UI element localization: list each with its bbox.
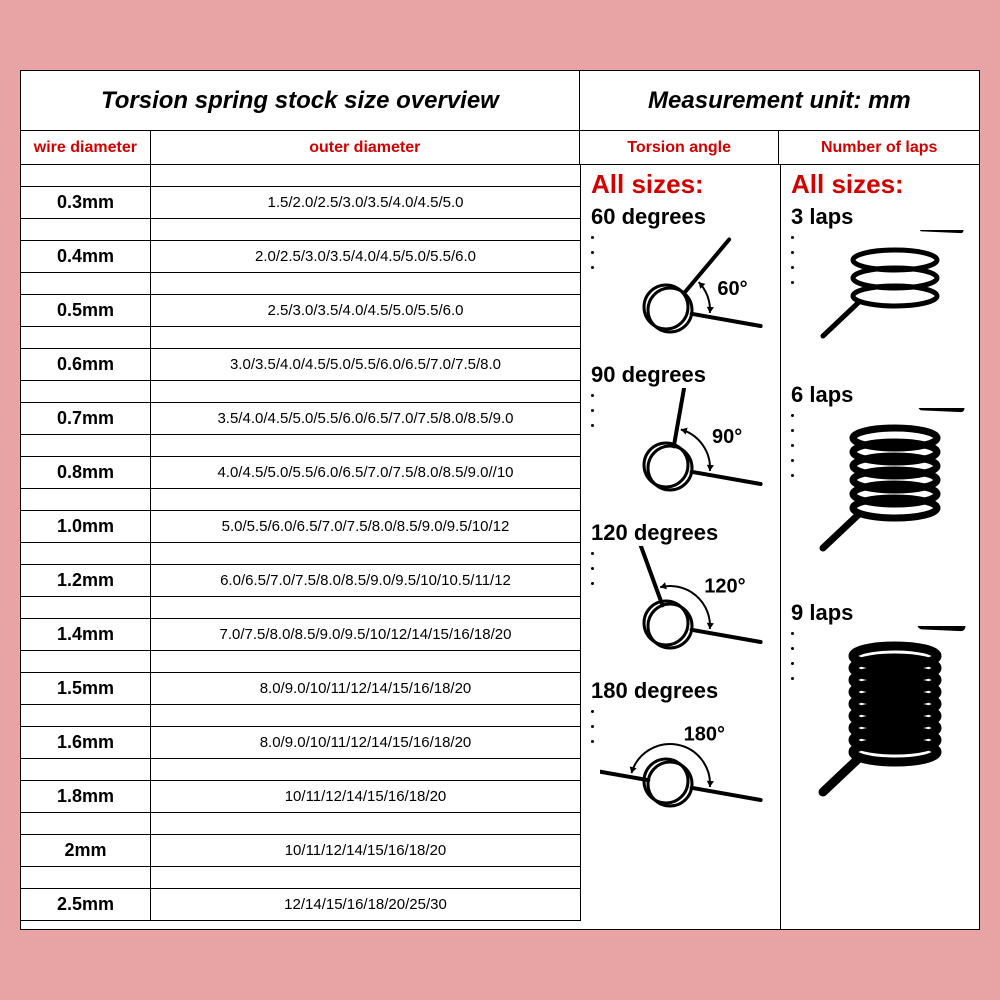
cell-wire-diameter: 2mm xyxy=(21,835,151,866)
title-row: Torsion spring stock size overview Measu… xyxy=(21,71,979,131)
header-number-of-laps: Number of laps xyxy=(779,131,979,164)
table-row: 1.6mm8.0/9.0/10/11/12/14/15/16/18/20 xyxy=(21,727,581,759)
cell-outer-diameter: 10/11/12/14/15/16/18/20 xyxy=(151,835,581,866)
spring-spec-sheet: Torsion spring stock size overview Measu… xyxy=(20,70,980,930)
table-row: 1.2mm6.0/6.5/7.0/7.5/8.0/8.5/9.0/9.5/10/… xyxy=(21,565,581,597)
cell-wire-diameter: 0.8mm xyxy=(21,457,151,488)
torsion-angle-label: 90 degrees xyxy=(591,362,774,388)
size-table: 0.3mm1.5/2.0/2.5/3.0/3.5/4.0/4.5/5.00.4m… xyxy=(21,165,581,929)
cell-outer-diameter: 6.0/6.5/7.0/7.5/8.0/8.5/9.0/9.5/10/10.5/… xyxy=(151,565,581,596)
right-pane: All sizes: 60 degrees 60° 90 degrees 90° 120 … xyxy=(581,165,981,929)
cell-outer-diameter: 8.0/9.0/10/11/12/14/15/16/18/20 xyxy=(151,673,581,704)
laps-label: 3 laps xyxy=(791,204,975,230)
table-row: 0.5mm2.5/3.0/3.5/4.0/4.5/5.0/5.5/6.0 xyxy=(21,295,581,327)
torsion-diagram: 90° xyxy=(591,388,774,518)
cell-outer-diameter: 2.0/2.5/3.0/3.5/4.0/4.5/5.0/5.5/6.0 xyxy=(151,241,581,272)
table-row: 2.5mm12/14/15/16/18/20/25/30 xyxy=(21,889,581,921)
table-row: 2mm10/11/12/14/15/16/18/20 xyxy=(21,835,581,867)
laps-diagram xyxy=(791,230,975,380)
torsion-diagram: 60° xyxy=(591,230,774,360)
cell-outer-diameter: 5.0/5.5/6.0/6.5/7.0/7.5/8.0/8.5/9.0/9.5/… xyxy=(151,511,581,542)
torsion-all-sizes: All sizes: xyxy=(591,169,774,200)
cell-outer-diameter: 1.5/2.0/2.5/3.0/3.5/4.0/4.5/5.0 xyxy=(151,187,581,218)
cell-outer-diameter: 12/14/15/16/18/20/25/30 xyxy=(151,889,581,920)
title-unit: Measurement unit: mm xyxy=(580,71,979,130)
torsion-spring-icon: 60° xyxy=(600,230,780,360)
cell-outer-diameter: 7.0/7.5/8.0/8.5/9.0/9.5/10/12/14/15/16/1… xyxy=(151,619,581,650)
svg-text:180°: 180° xyxy=(684,724,725,746)
cell-wire-diameter: 0.7mm xyxy=(21,403,151,434)
header-torsion-angle: Torsion angle xyxy=(580,131,780,164)
cell-wire-diameter: 2.5mm xyxy=(21,889,151,920)
torsion-angle-label: 60 degrees xyxy=(591,204,774,230)
cell-outer-diameter: 4.0/4.5/5.0/5.5/6.0/6.5/7.0/7.5/8.0/8.5/… xyxy=(151,457,581,488)
column-headers: wire diameter outer diameter Torsion ang… xyxy=(21,131,979,165)
torsion-angle-label: 120 degrees xyxy=(591,520,774,546)
cell-wire-diameter: 0.3mm xyxy=(21,187,151,218)
header-outer-diameter: outer diameter xyxy=(151,131,580,164)
laps-diagram xyxy=(791,626,975,856)
cell-wire-diameter: 1.5mm xyxy=(21,673,151,704)
body: 0.3mm1.5/2.0/2.5/3.0/3.5/4.0/4.5/5.00.4m… xyxy=(21,165,979,929)
cell-wire-diameter: 0.4mm xyxy=(21,241,151,272)
title-overview: Torsion spring stock size overview xyxy=(21,71,580,130)
torsion-angle-label: 180 degrees xyxy=(591,678,774,704)
cell-wire-diameter: 1.8mm xyxy=(21,781,151,812)
table-row: 0.3mm1.5/2.0/2.5/3.0/3.5/4.0/4.5/5.0 xyxy=(21,187,581,219)
laps-column: All sizes: 3 laps 6 laps 9 laps xyxy=(781,165,981,929)
cell-outer-diameter: 3.0/3.5/4.0/4.5/5.0/5.5/6.0/6.5/7.0/7.5/… xyxy=(151,349,581,380)
coil-spring-icon xyxy=(800,626,980,856)
cell-outer-diameter: 3.5/4.0/4.5/5.0/5.5/6.0/6.5/7.0/7.5/8.0/… xyxy=(151,403,581,434)
table-row: 1.5mm8.0/9.0/10/11/12/14/15/16/18/20 xyxy=(21,673,581,705)
cell-wire-diameter: 1.2mm xyxy=(21,565,151,596)
torsion-spring-icon: 180° xyxy=(600,704,780,834)
torsion-column: All sizes: 60 degrees 60° 90 degrees 90° 120 … xyxy=(581,165,781,929)
laps-diagram xyxy=(791,408,975,598)
torsion-diagram: 120° xyxy=(591,546,774,676)
table-row: 1.4mm7.0/7.5/8.0/8.5/9.0/9.5/10/12/14/15… xyxy=(21,619,581,651)
table-row: 0.6mm3.0/3.5/4.0/4.5/5.0/5.5/6.0/6.5/7.0… xyxy=(21,349,581,381)
cell-outer-diameter: 2.5/3.0/3.5/4.0/4.5/5.0/5.5/6.0 xyxy=(151,295,581,326)
cell-wire-diameter: 1.6mm xyxy=(21,727,151,758)
torsion-spring-icon: 120° xyxy=(600,546,780,676)
laps-label: 9 laps xyxy=(791,600,975,626)
cell-outer-diameter: 8.0/9.0/10/11/12/14/15/16/18/20 xyxy=(151,727,581,758)
coil-spring-icon xyxy=(800,408,980,598)
svg-text:120°: 120° xyxy=(704,575,745,597)
laps-all-sizes: All sizes: xyxy=(791,169,975,200)
cell-wire-diameter: 1.0mm xyxy=(21,511,151,542)
header-wire-diameter: wire diameter xyxy=(21,131,151,164)
table-row: 1.0mm5.0/5.5/6.0/6.5/7.0/7.5/8.0/8.5/9.0… xyxy=(21,511,581,543)
svg-text:60°: 60° xyxy=(717,278,747,300)
coil-spring-icon xyxy=(800,230,980,380)
cell-wire-diameter: 1.4mm xyxy=(21,619,151,650)
table-row: 0.8mm4.0/4.5/5.0/5.5/6.0/6.5/7.0/7.5/8.0… xyxy=(21,457,581,489)
cell-wire-diameter: 0.6mm xyxy=(21,349,151,380)
cell-outer-diameter: 10/11/12/14/15/16/18/20 xyxy=(151,781,581,812)
cell-wire-diameter: 0.5mm xyxy=(21,295,151,326)
table-row: 1.8mm10/11/12/14/15/16/18/20 xyxy=(21,781,581,813)
table-row: 0.7mm3.5/4.0/4.5/5.0/5.5/6.0/6.5/7.0/7.5… xyxy=(21,403,581,435)
svg-text:90°: 90° xyxy=(712,426,742,448)
laps-label: 6 laps xyxy=(791,382,975,408)
table-row: 0.4mm2.0/2.5/3.0/3.5/4.0/4.5/5.0/5.5/6.0 xyxy=(21,241,581,273)
torsion-diagram: 180° xyxy=(591,704,774,834)
torsion-spring-icon: 90° xyxy=(600,388,780,518)
